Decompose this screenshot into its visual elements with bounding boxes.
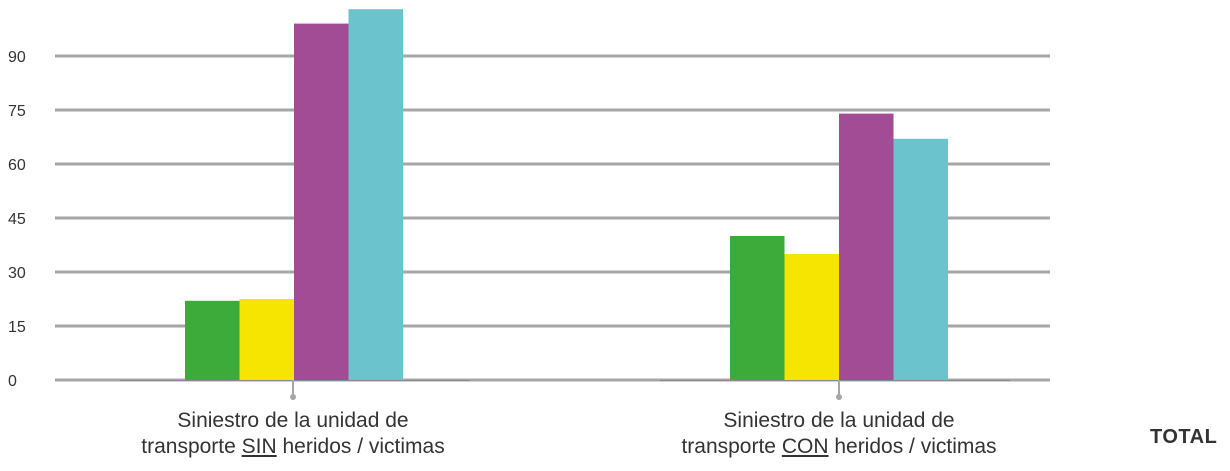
bar-s0-c1 (730, 236, 785, 380)
y-tick-label-75: 75 (8, 103, 26, 120)
bar-s2-c0 (294, 23, 349, 380)
y-tick-label-15: 15 (8, 319, 26, 336)
y-tick-label-45: 45 (8, 211, 26, 228)
y-tick-label-30: 30 (8, 265, 26, 282)
total-label: TOTAL (1150, 426, 1218, 448)
y-tick-label-60: 60 (8, 157, 26, 174)
bar-s2-c1 (839, 113, 894, 380)
bar-s1-c1 (784, 254, 839, 380)
y-tick-label-0: 0 (8, 373, 17, 390)
bar-s0-c0 (185, 300, 240, 380)
y-tick-label-90: 90 (8, 49, 26, 66)
bar-s3-c1 (893, 138, 948, 380)
category-tick-dot-1 (836, 394, 842, 400)
bar-s1-c0 (239, 299, 294, 380)
bar-s3-c0 (348, 9, 403, 380)
category-label-1: Siniestro de la unidad de transporte CON… (681, 409, 997, 458)
category-label-0: Siniestro de la unidad de transporte SIN… (141, 409, 445, 458)
category-tick-dot-0 (290, 394, 296, 400)
